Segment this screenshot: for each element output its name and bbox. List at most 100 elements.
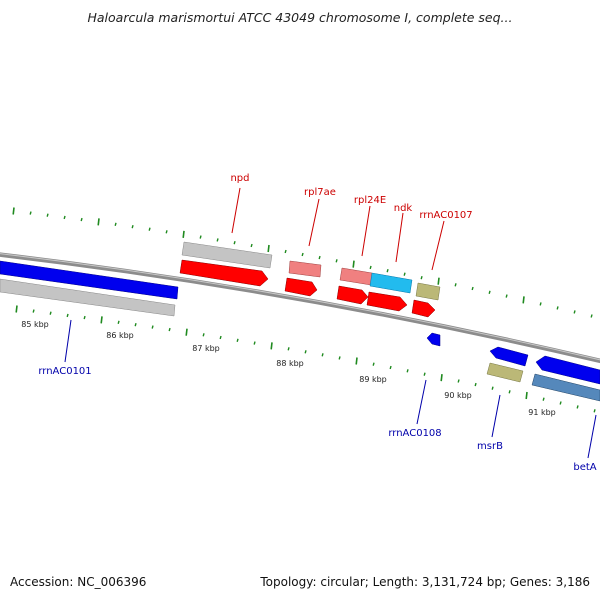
kbp-label: 87 kbp (192, 344, 220, 353)
inner-tick (389, 365, 392, 370)
chromosome-backbone-highlight (0, 253, 600, 361)
outer-tick (148, 227, 151, 231)
feature-blue-reverse[interactable] (489, 346, 529, 367)
outer-tick (182, 230, 185, 238)
feature-protein-1[interactable] (179, 259, 269, 287)
leader-rrnAC0101 (64, 319, 72, 363)
outer-tick (29, 211, 32, 215)
inner-tick (15, 305, 18, 313)
outer-tick (301, 252, 304, 257)
map-title: Haloarcula marismortui ATCC 43049 chromo… (87, 10, 513, 25)
outer-tick-row (12, 207, 593, 318)
outer-tick (539, 302, 542, 306)
inner-tick (270, 342, 273, 350)
label-ndk: ndk (394, 203, 413, 214)
inner-tick (593, 409, 596, 413)
feature-rrnAC0101[interactable] (0, 260, 179, 300)
inner-tick (576, 405, 579, 409)
label-rrnAC0101: rrnAC0101 (38, 366, 91, 377)
outer-tick (63, 215, 66, 220)
feature-protein-5[interactable] (411, 299, 436, 318)
inner-tick (185, 328, 188, 336)
inner-tick (117, 320, 120, 324)
outer-tick (522, 296, 525, 304)
feature-betA-blue[interactable] (535, 355, 600, 385)
feature-gray-reverse[interactable] (0, 278, 176, 317)
inner-tick (440, 374, 443, 382)
feature-betA[interactable] (531, 373, 600, 402)
label-rrnAC0108: rrnAC0108 (388, 428, 441, 439)
leader-rrnAC0108 (416, 379, 427, 425)
feature-msrB[interactable] (486, 362, 524, 383)
inner-tick (287, 347, 290, 351)
leader-betA (587, 414, 597, 459)
outer-tick (165, 230, 168, 234)
feature-protein-2[interactable] (284, 277, 318, 297)
label-rrnAC0107: rrnAC0107 (419, 210, 472, 221)
inner-tick (542, 397, 545, 401)
outer-tick (114, 222, 117, 226)
leader-rpl7ae (308, 198, 320, 247)
label-betA: betA (573, 462, 596, 473)
feature-rrnAC0108[interactable] (426, 332, 441, 347)
inner-tick (525, 391, 528, 400)
inner-tick (338, 356, 341, 360)
inner-tick (253, 341, 256, 345)
inner-tick (202, 333, 205, 337)
chromosome-backbone (0, 252, 600, 364)
inner-tick (219, 335, 222, 340)
outer-tick (46, 213, 49, 217)
outer-tick (233, 241, 236, 245)
leader-msrB (491, 394, 501, 438)
inner-tick (508, 390, 511, 394)
label-rpl7ae: rpl7ae (304, 187, 336, 198)
outer-tick (556, 306, 559, 310)
outer-tick (335, 259, 338, 263)
label-rpl24E: rpl24E (354, 195, 386, 206)
inner-tick (49, 311, 52, 315)
inner-tick (168, 327, 171, 332)
leader-ndk (395, 212, 404, 263)
outer-tick (471, 286, 474, 291)
kbp-label: 88 kbp (276, 359, 304, 368)
outer-tick (386, 269, 389, 273)
feature-npd[interactable] (181, 241, 273, 269)
inner-tick (32, 309, 35, 313)
topology-summary: Topology: circular; Length: 3,131,724 bp… (260, 575, 590, 589)
outer-tick (420, 276, 423, 280)
outer-tick (267, 244, 270, 253)
inner-tick (100, 316, 103, 324)
kbp-label: 91 kbp (528, 408, 556, 417)
inner-tick (66, 313, 69, 318)
leader-rrnAC0107 (431, 220, 445, 271)
outer-tick (488, 290, 491, 294)
outer-tick (403, 272, 406, 276)
outer-tick (80, 217, 83, 222)
kbp-label: 90 kbp (444, 391, 472, 400)
inner-tick (83, 315, 86, 320)
inner-tick (151, 325, 154, 329)
inner-tick (134, 323, 137, 327)
outer-tick (284, 249, 287, 254)
outer-tick (573, 310, 576, 314)
inner-tick (321, 353, 324, 357)
label-msrB: msrB (477, 441, 503, 452)
feature-rrnAC0107[interactable] (415, 282, 441, 301)
outer-tick (250, 243, 253, 248)
outer-tick (454, 283, 457, 287)
outer-tick (97, 218, 100, 226)
inner-tick (372, 362, 375, 366)
inner-tick (457, 379, 460, 383)
feature-protein-3[interactable] (336, 285, 369, 305)
inner-tick (236, 338, 239, 342)
feature-protein-4[interactable] (366, 291, 408, 312)
feature-rpl7ae[interactable] (288, 260, 322, 278)
inner-tick (355, 357, 358, 365)
inner-tick (491, 386, 494, 390)
outer-tick (12, 207, 15, 215)
feature-ndk[interactable] (369, 272, 413, 294)
inner-tick (304, 350, 307, 354)
feature-rpl24E[interactable] (339, 267, 373, 286)
inner-tick (474, 382, 477, 387)
